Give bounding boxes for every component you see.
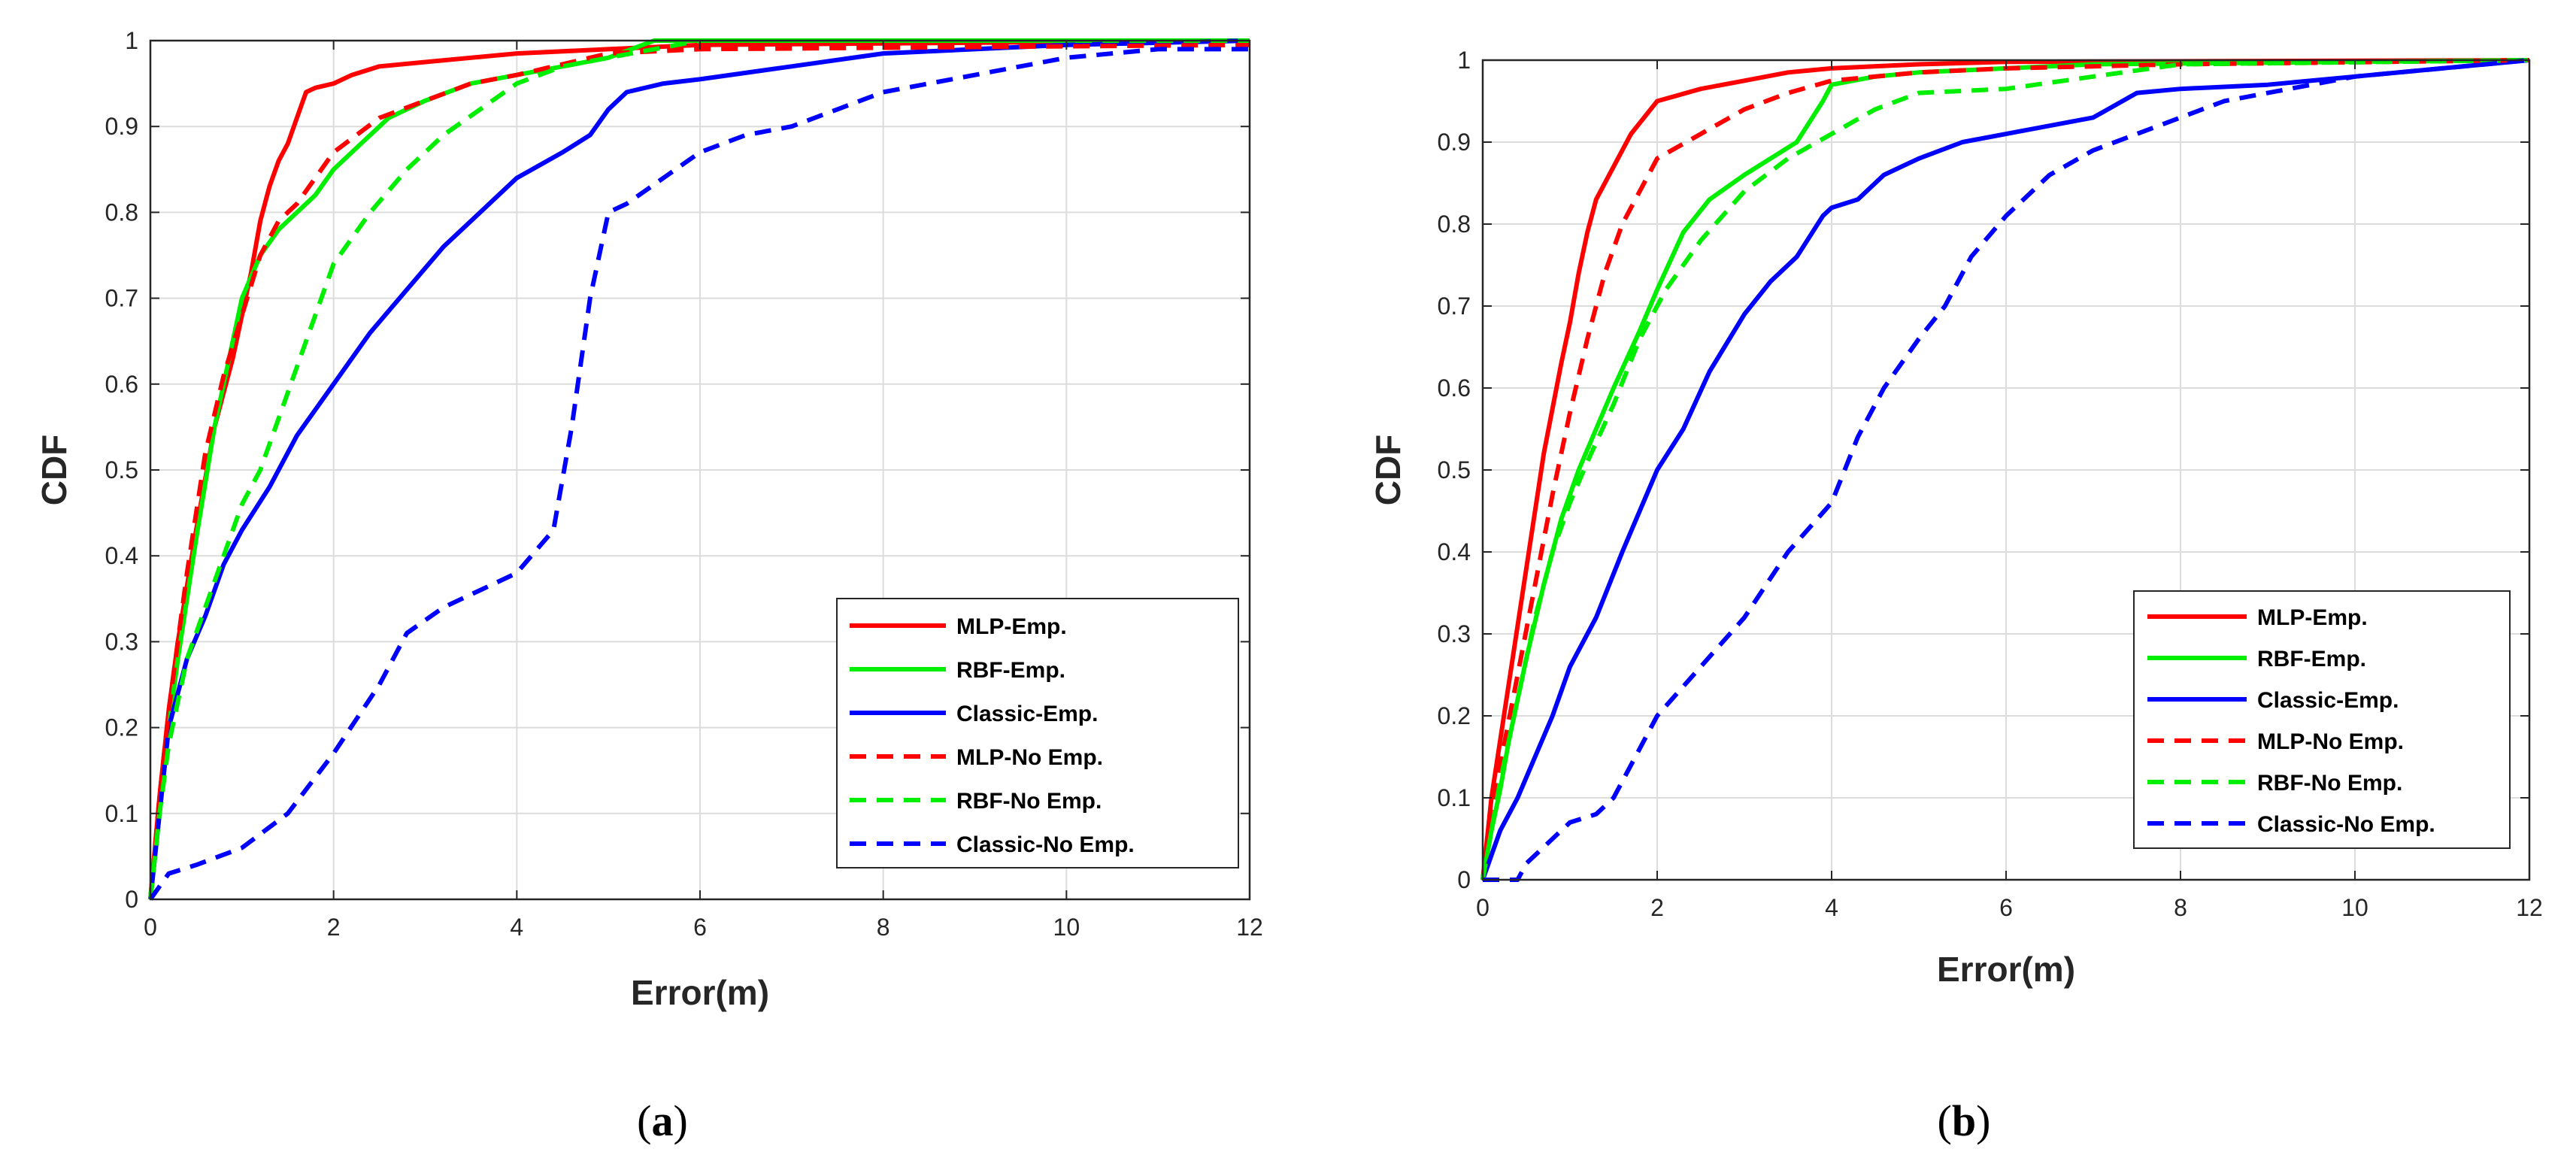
y-tick-label-a-2: 0.2 [105,714,138,741]
caption-a-letter: a [652,1096,674,1145]
legend-lines-b [2147,614,2247,826]
x-tick-label-b-2: 4 [1825,894,1838,921]
panel-a: 0 2 4 6 8 10 12 00.10.20.30.40.50.60.70.80.91 … [35,27,1263,1145]
series-line-b-mlp-no-emp [1480,58,2530,881]
caption-b: (b) [1938,1096,1991,1145]
x-tick-label-a-1: 2 [327,914,341,941]
x-tick-label-b-5: 10 [2341,894,2368,921]
x-tick-label-b-3: 6 [1999,894,2013,921]
series-layer-a [148,38,1250,901]
series-line-b-rbf-no-emp [1480,58,2530,881]
y-tick-label-a-0: 0 [125,886,138,913]
x-tick-label-a-2: 4 [510,914,523,941]
legend-label-b-2: Classic-Emp. [2257,688,2399,713]
y-tick-label-a-6: 0.6 [105,371,138,398]
legend-label-b-0: MLP-Emp. [2257,605,2368,630]
legend-label-b-4: RBF-No Emp. [2257,771,2402,796]
series-line-b-classic-no-emp [1483,58,2530,882]
y-axis-label-b: CDF [1368,435,1408,506]
y-tick-label-a-7: 0.7 [105,285,138,312]
y-tick-label-b-1: 0.1 [1438,784,1471,811]
x-tick-label-b-0: 0 [1476,894,1490,921]
y-tick-label-a-1: 0.1 [105,800,138,827]
series-line-a-mlp-no-emp [148,42,1250,900]
series-line-a-classic-emp [148,38,1250,900]
legend-lines-a [850,623,946,846]
y-tick-label-a-5: 0.5 [105,456,138,483]
caption-a-open: ( [637,1096,651,1145]
series-line-b-classic-emp [1480,58,2530,881]
x-tick-label-a-0: 0 [144,914,157,941]
legend-labels-b: MLP-Emp. RBF-Emp. Classic-Emp. MLP-No Emp. R… [2257,605,2435,837]
x-axis-label-b: Error(m) [1937,950,2075,989]
ytick-labels-a: 0 0.1 0.2 0.3 0.4 0.5 0.6 0.7 0.8 0.9 1 [105,27,138,913]
x-tick-label-b-1: 2 [1650,894,1664,921]
y-tick-label-b-10: 1 [1457,47,1471,74]
legend-labels-a: MLP-Emp. RBF-Emp. Classic-Emp. MLP-No Emp. R… [956,614,1135,857]
y-tick-label-b-4: 0.4 [1438,538,1471,565]
grid-a [150,41,1250,899]
y-axis-label-a: CDF [35,435,74,506]
y-tick-label-b-7: 0.7 [1438,293,1471,320]
series-line-a-classic-no-emp [148,47,1250,901]
x-tick-label-b-6: 12 [2516,894,2543,921]
y-tick-label-a-8: 0.8 [105,199,138,226]
caption-a: (a) [637,1096,688,1145]
x-tick-label-a-6: 12 [1236,914,1263,941]
y-tick-label-b-2: 0.2 [1438,702,1471,729]
y-tick-label-a-9: 0.9 [105,113,138,140]
x-tick-label-a-4: 8 [877,914,890,941]
xtick-labels-b: 0 2 4 6 8 10 12 [1476,894,2543,921]
y-tick-label-a-4: 0.4 [105,542,138,569]
y-tick-label-b-3: 0.3 [1438,620,1471,647]
y-tick-label-b-8: 0.8 [1438,211,1471,238]
caption-b-open: ( [1938,1096,1952,1145]
legend-label-a-1: RBF-Emp. [956,658,1065,683]
x-tick-label-a-5: 10 [1053,914,1080,941]
legend-label-b-1: RBF-Emp. [2257,647,2366,671]
caption-a-close: ) [674,1096,688,1145]
y-tick-label-b-6: 0.6 [1438,374,1471,402]
y-tick-label-a-3: 0.3 [105,628,138,655]
ytick-labels-b: 0 0.1 0.2 0.3 0.4 0.5 0.6 0.7 0.8 0.9 1 [1438,47,1471,893]
legend-label-a-5: Classic-No Emp. [956,832,1135,857]
legend-label-a-2: Classic-Emp. [956,702,1098,726]
caption-b-letter: b [1952,1096,1976,1145]
series-line-b-mlp-emp [1480,58,2530,881]
legend-a: MLP-Emp. RBF-Emp. Classic-Emp. MLP-No Emp. R… [836,598,1239,868]
y-tick-label-b-9: 0.9 [1438,129,1471,156]
series-layer-b [1480,58,2530,882]
x-axis-label-a: Error(m) [631,973,769,1012]
legend-label-a-4: RBF-No Emp. [956,789,1102,814]
legend-b: MLP-Emp. RBF-Emp. Classic-Emp. MLP-No Emp. R… [2133,590,2511,849]
panel-b: 0 2 4 6 8 10 12 00.10.20.30.40.50.60.70.80.91 … [1368,47,2543,1145]
ticks-a [150,40,1250,900]
xtick-labels-a: 0 2 4 6 8 10 12 [144,914,1263,941]
legend-label-b-5: Classic-No Emp. [2257,812,2435,837]
series-line-a-rbf-no-emp [148,38,1250,900]
legend-label-a-3: MLP-No Emp. [956,745,1103,770]
x-tick-label-a-3: 6 [693,914,707,941]
caption-b-close: ) [1976,1096,1990,1145]
x-tick-label-b-4: 8 [2174,894,2187,921]
ticks-b [1482,59,2530,881]
y-tick-label-b-5: 0.5 [1438,456,1471,483]
legend-box-b [2133,590,2511,849]
legend-label-a-0: MLP-Emp. [956,614,1067,639]
legend-box-a [836,598,1239,868]
y-tick-label-a-10: 1 [125,27,138,54]
y-tick-label-b-0: 0 [1457,866,1471,893]
legend-label-b-3: MLP-No Emp. [2257,729,2404,754]
